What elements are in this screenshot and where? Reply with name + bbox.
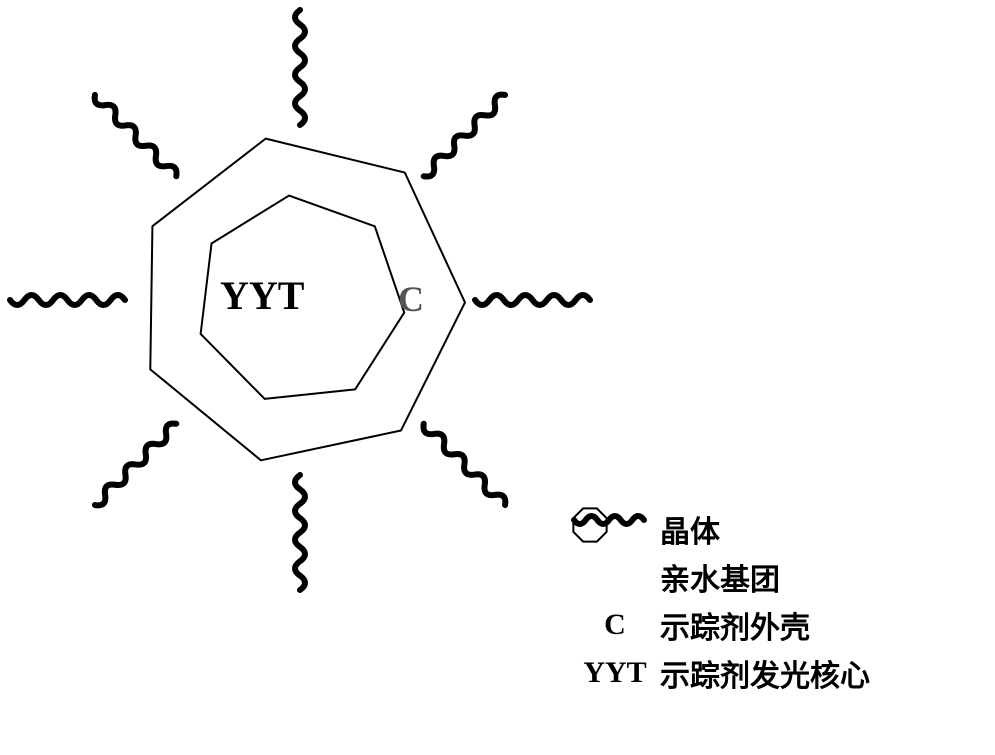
- legend-row: 亲水基团: [570, 553, 870, 601]
- legend-label: 示踪剂发光核心: [660, 651, 870, 695]
- legend-row: C 示踪剂外壳: [570, 601, 870, 649]
- legend-label: 亲水基团: [660, 555, 780, 599]
- hydrophilic-tail: [10, 295, 125, 305]
- legend-label: 晶体: [660, 507, 720, 551]
- legend-row: YYT 示踪剂发光核心: [570, 649, 870, 697]
- legend-icon: C: [570, 608, 660, 642]
- legend-symbol: C: [604, 608, 626, 642]
- legend: 晶体亲水基团 C 示踪剂外壳 YYT 示踪剂发光核心: [570, 505, 870, 697]
- legend-symbol: YYT: [583, 656, 646, 690]
- hydrophilic-tail: [295, 10, 305, 125]
- hydrophilic-tail: [475, 295, 590, 305]
- hydrophilic-tail: [295, 475, 305, 590]
- shell-label: C: [398, 278, 424, 320]
- hydrophilic-tail: [95, 423, 176, 505]
- diagram-stage: YYT C 晶体亲水基团 C 示踪剂外壳 YYT 示踪剂发光核心: [0, 0, 995, 755]
- legend-icon: YYT: [570, 656, 660, 690]
- hydrophilic-tail: [95, 95, 177, 176]
- wave-icon: [570, 505, 648, 535]
- hydrophilic-tail: [423, 424, 505, 505]
- hydrophilic-tail: [424, 95, 505, 177]
- core-label: YYT: [220, 272, 304, 319]
- legend-label: 示踪剂外壳: [660, 603, 810, 647]
